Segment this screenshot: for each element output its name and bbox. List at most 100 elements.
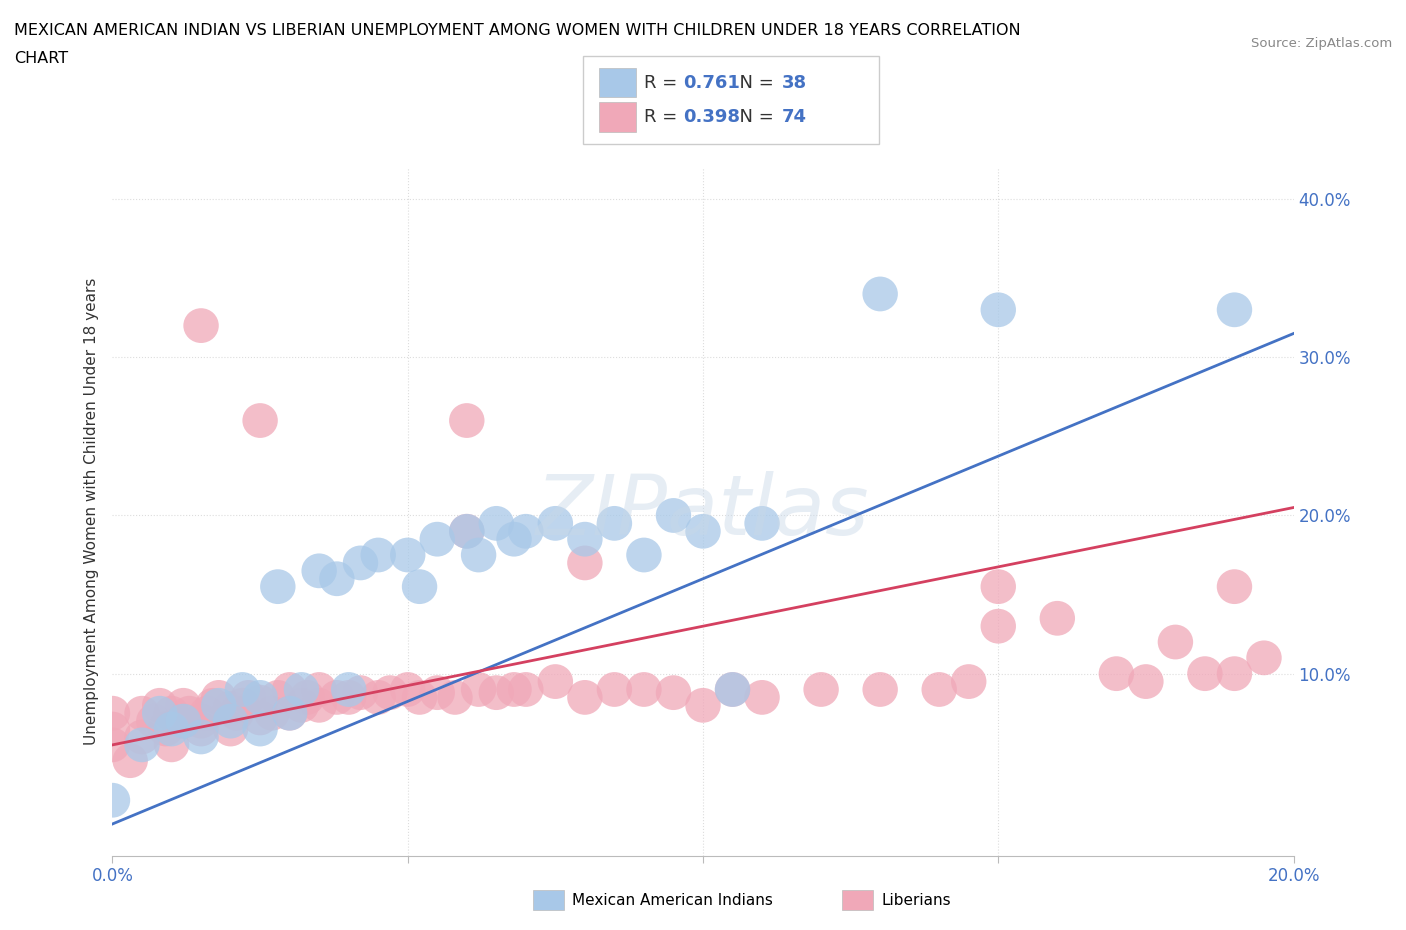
Ellipse shape bbox=[254, 696, 290, 731]
Text: CHART: CHART bbox=[14, 51, 67, 66]
Ellipse shape bbox=[271, 672, 308, 707]
Ellipse shape bbox=[301, 688, 337, 723]
Ellipse shape bbox=[271, 696, 308, 731]
Text: N =: N = bbox=[728, 109, 780, 126]
Ellipse shape bbox=[284, 672, 319, 707]
Ellipse shape bbox=[242, 403, 278, 438]
Ellipse shape bbox=[461, 538, 496, 572]
Ellipse shape bbox=[319, 680, 354, 715]
Ellipse shape bbox=[402, 680, 437, 715]
Ellipse shape bbox=[153, 727, 190, 763]
Ellipse shape bbox=[343, 546, 378, 580]
Ellipse shape bbox=[153, 711, 190, 747]
Ellipse shape bbox=[744, 506, 780, 540]
Ellipse shape bbox=[437, 680, 472, 715]
Ellipse shape bbox=[172, 696, 207, 731]
Ellipse shape bbox=[537, 664, 574, 699]
Text: 0.761: 0.761 bbox=[683, 73, 740, 91]
Ellipse shape bbox=[980, 569, 1017, 604]
Ellipse shape bbox=[655, 675, 692, 710]
Ellipse shape bbox=[183, 711, 219, 747]
Ellipse shape bbox=[319, 562, 354, 596]
Ellipse shape bbox=[950, 664, 987, 699]
Ellipse shape bbox=[567, 680, 603, 715]
Ellipse shape bbox=[330, 680, 367, 715]
Ellipse shape bbox=[260, 569, 295, 604]
Ellipse shape bbox=[112, 743, 148, 778]
Ellipse shape bbox=[242, 711, 278, 747]
Ellipse shape bbox=[290, 680, 325, 715]
Ellipse shape bbox=[626, 538, 662, 572]
Ellipse shape bbox=[862, 276, 898, 312]
Ellipse shape bbox=[195, 688, 231, 723]
Ellipse shape bbox=[360, 538, 396, 572]
Ellipse shape bbox=[219, 696, 254, 731]
Ellipse shape bbox=[980, 609, 1017, 644]
Ellipse shape bbox=[225, 688, 260, 723]
Ellipse shape bbox=[183, 720, 219, 754]
Ellipse shape bbox=[301, 553, 337, 589]
Ellipse shape bbox=[478, 506, 515, 540]
Text: MEXICAN AMERICAN INDIAN VS LIBERIAN UNEMPLOYMENT AMONG WOMEN WITH CHILDREN UNDER: MEXICAN AMERICAN INDIAN VS LIBERIAN UNEM… bbox=[14, 23, 1021, 38]
Y-axis label: Unemployment Among Women with Children Under 18 years: Unemployment Among Women with Children U… bbox=[83, 278, 98, 745]
Ellipse shape bbox=[744, 680, 780, 715]
Ellipse shape bbox=[508, 514, 544, 549]
Ellipse shape bbox=[478, 675, 515, 710]
Text: Source: ZipAtlas.com: Source: ZipAtlas.com bbox=[1251, 37, 1392, 50]
Ellipse shape bbox=[94, 711, 131, 747]
Ellipse shape bbox=[142, 688, 177, 723]
Ellipse shape bbox=[94, 696, 131, 731]
Ellipse shape bbox=[508, 672, 544, 707]
Text: Mexican American Indians: Mexican American Indians bbox=[572, 893, 773, 908]
Ellipse shape bbox=[626, 672, 662, 707]
Text: 38: 38 bbox=[782, 73, 807, 91]
Ellipse shape bbox=[231, 680, 266, 715]
Ellipse shape bbox=[685, 688, 721, 723]
Ellipse shape bbox=[1157, 625, 1194, 659]
Ellipse shape bbox=[389, 672, 426, 707]
Ellipse shape bbox=[389, 538, 426, 572]
Text: 74: 74 bbox=[782, 109, 807, 126]
Ellipse shape bbox=[449, 514, 485, 549]
Ellipse shape bbox=[596, 672, 633, 707]
Ellipse shape bbox=[201, 688, 236, 723]
Ellipse shape bbox=[1128, 664, 1164, 699]
Ellipse shape bbox=[136, 704, 172, 738]
Ellipse shape bbox=[537, 506, 574, 540]
Ellipse shape bbox=[685, 514, 721, 549]
Ellipse shape bbox=[212, 711, 249, 747]
Ellipse shape bbox=[496, 672, 531, 707]
Ellipse shape bbox=[419, 675, 456, 710]
Ellipse shape bbox=[655, 498, 692, 533]
Ellipse shape bbox=[148, 711, 183, 747]
Ellipse shape bbox=[1216, 292, 1253, 327]
Ellipse shape bbox=[284, 688, 319, 723]
Ellipse shape bbox=[1187, 657, 1223, 691]
Ellipse shape bbox=[862, 672, 898, 707]
Ellipse shape bbox=[714, 672, 751, 707]
Ellipse shape bbox=[190, 696, 225, 731]
Ellipse shape bbox=[343, 675, 378, 710]
Ellipse shape bbox=[94, 783, 131, 817]
Text: N =: N = bbox=[728, 73, 780, 91]
Ellipse shape bbox=[142, 696, 177, 731]
Text: 0.398: 0.398 bbox=[683, 109, 741, 126]
Ellipse shape bbox=[402, 569, 437, 604]
Text: R =: R = bbox=[644, 73, 683, 91]
Text: R =: R = bbox=[644, 109, 683, 126]
Ellipse shape bbox=[567, 522, 603, 556]
Ellipse shape bbox=[271, 696, 308, 731]
Ellipse shape bbox=[1216, 657, 1253, 691]
Ellipse shape bbox=[201, 680, 236, 715]
Ellipse shape bbox=[714, 672, 751, 707]
Ellipse shape bbox=[124, 696, 160, 731]
Ellipse shape bbox=[124, 727, 160, 763]
Ellipse shape bbox=[921, 672, 957, 707]
Ellipse shape bbox=[1216, 569, 1253, 604]
Ellipse shape bbox=[980, 292, 1017, 327]
Ellipse shape bbox=[496, 522, 531, 556]
Ellipse shape bbox=[166, 688, 201, 723]
Ellipse shape bbox=[212, 704, 249, 738]
Ellipse shape bbox=[461, 672, 496, 707]
Ellipse shape bbox=[183, 308, 219, 343]
